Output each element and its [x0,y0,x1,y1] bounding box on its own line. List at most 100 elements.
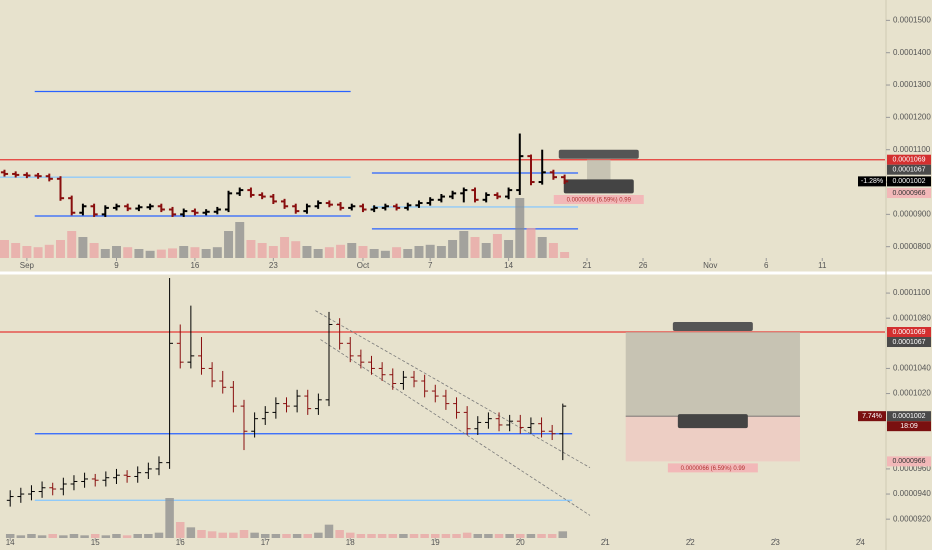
volume-bar [271,534,281,538]
volume-bar [409,534,419,538]
volume-bar [358,246,368,258]
change-tag-label: 7.74% [862,413,882,420]
x-tick-label: 17 [261,538,270,547]
x-tick-label: 16 [190,261,199,270]
volume-bar [134,249,144,258]
volume-bar [302,246,312,258]
volume-bar [257,243,267,258]
price-tag-label: 0.0001069 [892,329,925,336]
volume-bar [56,240,65,258]
volume-bar [78,237,88,258]
y-tick-label: 0.0001020 [893,389,931,398]
x-tick-label: 19 [431,538,440,547]
y-tick-label: 0.0000940 [893,489,931,498]
volume-bar [27,534,36,538]
volume-bar [548,243,558,258]
price-tag [887,176,931,187]
volume-bar [69,534,79,538]
volume-bar [100,249,110,258]
volume-bar [425,244,435,258]
volume-bar [89,243,99,258]
volume-bar [481,243,491,258]
x-tick-label: Sep [20,261,35,270]
volume-bar [218,532,227,538]
volume-bar [335,530,344,538]
x-tick-label: 14 [504,261,513,270]
x-tick-label: 21 [583,261,592,270]
volume-bar [377,534,387,538]
volume-bar [90,534,100,538]
volume-bar [179,246,189,258]
trend-line [315,310,591,469]
x-tick-label: 16 [176,538,185,547]
volume-bar [280,237,290,258]
volume-bar [268,246,278,258]
position-label-bg [553,195,644,205]
y-tick-label: 0.0001040 [893,364,931,373]
x-tick-label: 11 [818,261,827,270]
price-tag-label: 0.0001002 [892,178,925,185]
volume-bar [336,244,346,258]
y-tick-label: 0.0001100 [893,145,931,154]
volume-bar [212,247,222,258]
x-tick-label: 18 [346,538,355,547]
volume-bar [356,534,366,538]
volume-bar [282,534,291,538]
volume-bar [314,532,323,538]
volume-bar [165,498,174,538]
trend-line [320,339,591,516]
y-tick-label: 0.0001200 [893,112,931,121]
x-tick-label: 7 [428,261,433,270]
y-tick-label: 0.0000900 [893,209,931,218]
countdown-tag [887,421,931,432]
volume-bar [505,534,514,538]
volume-bar [44,244,54,258]
x-tick-label: Nov [703,261,717,270]
volume-bar [133,534,142,538]
x-tick-label: 6 [764,261,769,270]
volume-bar [145,250,155,258]
volume-bar [112,246,121,258]
volume-bar [59,535,68,538]
price-tag [887,456,931,467]
price-tag [887,188,931,199]
volume-bar [494,534,504,538]
x-tick-label: 21 [601,538,610,547]
volume-bar [101,535,111,538]
y-tick-label: 0.0001300 [893,80,931,89]
volume-bar [207,531,217,538]
position-target-badge [558,149,639,159]
plot-area: 0.0000066 (6.59%) 0.99 [0,278,885,538]
volume-bar [250,532,259,538]
volume-bar [399,534,408,538]
volume-bar [112,534,121,538]
volume-bar [484,534,493,538]
volume-bar [37,535,47,538]
price-tag [887,164,931,175]
y-tick-label: 0.0001500 [893,15,931,24]
volume-bar [11,243,21,258]
position-target-badge [672,322,753,332]
volume-bar [526,228,536,258]
volume-bar [448,240,458,258]
volume-bar [224,231,234,258]
volume-bar [346,532,355,538]
x-tick-label: 23 [269,261,278,270]
y-tick-label: 0.0001400 [893,48,931,57]
volume-bar [558,531,568,538]
volume-bar [367,534,376,538]
volume-bar [470,237,480,258]
plot-area: 0.0000066 (6.59%) 0.99 [0,90,885,258]
price-tag-label: 0.0000966 [892,458,925,465]
volume-bar [122,535,132,538]
position-target [587,159,611,182]
volume-bar [324,247,334,258]
volume-bar [123,247,133,258]
volume-bar [516,534,525,538]
x-tick-label: 22 [686,538,695,547]
volume-bar [22,246,32,258]
volume-bar [452,534,461,538]
position-entry-badge [563,179,634,194]
countdown-tag-label: 18:09 [900,423,918,430]
